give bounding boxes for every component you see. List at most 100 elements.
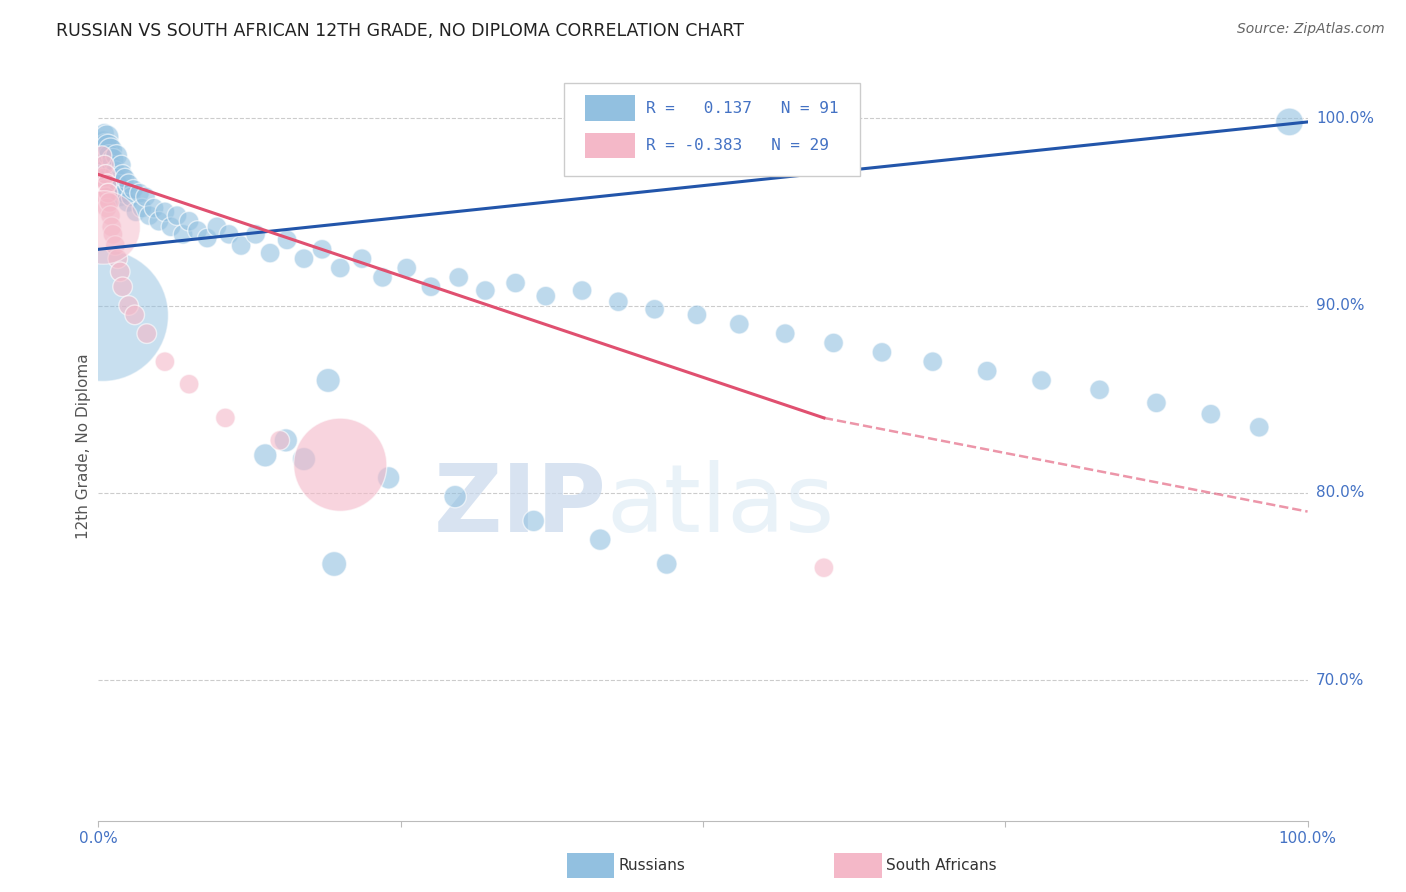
Point bbox=[214, 410, 236, 425]
Point bbox=[195, 231, 218, 245]
Point bbox=[96, 201, 118, 215]
Point bbox=[118, 177, 141, 191]
Point bbox=[114, 171, 136, 186]
Point bbox=[93, 126, 115, 140]
Point bbox=[205, 219, 228, 234]
Point bbox=[245, 227, 267, 242]
Point bbox=[101, 227, 124, 242]
Point bbox=[607, 294, 630, 309]
Point bbox=[98, 177, 121, 191]
Point bbox=[505, 276, 527, 290]
Point bbox=[97, 171, 120, 186]
Point bbox=[395, 261, 418, 276]
Point bbox=[124, 308, 146, 322]
Text: 100.0%: 100.0% bbox=[1316, 111, 1374, 126]
Point bbox=[108, 265, 131, 279]
Point bbox=[589, 533, 612, 547]
Point bbox=[118, 298, 141, 313]
Point bbox=[131, 201, 153, 215]
Point bbox=[101, 153, 124, 167]
Point bbox=[773, 326, 796, 341]
Point bbox=[100, 158, 122, 172]
Point bbox=[1249, 420, 1271, 434]
Point bbox=[91, 171, 114, 186]
Point bbox=[103, 168, 125, 182]
Point bbox=[229, 238, 252, 252]
Point bbox=[218, 227, 240, 242]
Point bbox=[976, 364, 998, 378]
Point bbox=[110, 158, 132, 172]
Text: R =   0.137   N = 91: R = 0.137 N = 91 bbox=[647, 101, 838, 116]
Point bbox=[93, 158, 115, 172]
Point bbox=[125, 205, 148, 219]
Point bbox=[377, 471, 399, 485]
Point bbox=[148, 214, 170, 228]
Point bbox=[329, 261, 352, 276]
Point bbox=[97, 186, 120, 201]
Point bbox=[91, 219, 114, 234]
Point bbox=[96, 177, 118, 191]
Point bbox=[91, 308, 114, 322]
Point bbox=[254, 449, 277, 463]
Point bbox=[122, 182, 145, 196]
Point bbox=[1146, 396, 1168, 410]
Point bbox=[269, 434, 291, 448]
Point bbox=[108, 190, 131, 204]
Point bbox=[534, 289, 557, 303]
Point bbox=[274, 434, 297, 448]
Point bbox=[1088, 383, 1111, 397]
Point bbox=[323, 557, 346, 571]
Point bbox=[105, 148, 128, 162]
Point bbox=[166, 209, 188, 223]
Point bbox=[108, 182, 131, 196]
Point bbox=[153, 355, 176, 369]
Point bbox=[100, 143, 122, 157]
Point bbox=[117, 195, 139, 210]
Point bbox=[1199, 407, 1222, 421]
Point bbox=[728, 317, 751, 331]
Point bbox=[96, 130, 118, 145]
Point bbox=[311, 243, 333, 257]
Point bbox=[94, 190, 117, 204]
Point bbox=[101, 177, 124, 191]
Point bbox=[135, 190, 157, 204]
Point bbox=[96, 160, 118, 174]
Point bbox=[823, 336, 845, 351]
Point bbox=[94, 153, 117, 167]
Point bbox=[128, 186, 150, 201]
Point bbox=[1031, 374, 1053, 388]
Point bbox=[292, 252, 315, 266]
Point bbox=[94, 168, 117, 182]
Point bbox=[105, 171, 128, 186]
Point bbox=[98, 195, 121, 210]
Point bbox=[1278, 115, 1301, 129]
Point bbox=[316, 374, 339, 388]
FancyBboxPatch shape bbox=[585, 95, 636, 120]
FancyBboxPatch shape bbox=[585, 133, 636, 158]
Point bbox=[420, 280, 443, 294]
Point bbox=[135, 326, 157, 341]
Text: 70.0%: 70.0% bbox=[1316, 673, 1364, 688]
Point bbox=[276, 233, 298, 247]
Point bbox=[474, 284, 496, 298]
Y-axis label: 12th Grade, No Diploma: 12th Grade, No Diploma bbox=[76, 353, 91, 539]
Point bbox=[91, 148, 114, 162]
Point bbox=[686, 308, 709, 322]
Point bbox=[111, 168, 134, 182]
Point bbox=[93, 168, 115, 182]
FancyBboxPatch shape bbox=[564, 83, 860, 177]
Point bbox=[104, 238, 127, 252]
Text: atlas: atlas bbox=[606, 460, 835, 552]
Point bbox=[100, 163, 122, 178]
Text: 90.0%: 90.0% bbox=[1316, 298, 1364, 313]
Point bbox=[104, 163, 127, 178]
Text: ZIP: ZIP bbox=[433, 460, 606, 552]
Point bbox=[329, 458, 352, 472]
Point bbox=[93, 145, 115, 159]
Point bbox=[112, 186, 135, 201]
Point bbox=[160, 219, 183, 234]
Point bbox=[350, 252, 373, 266]
Point bbox=[655, 557, 678, 571]
Point bbox=[870, 345, 893, 359]
Point bbox=[371, 270, 394, 285]
